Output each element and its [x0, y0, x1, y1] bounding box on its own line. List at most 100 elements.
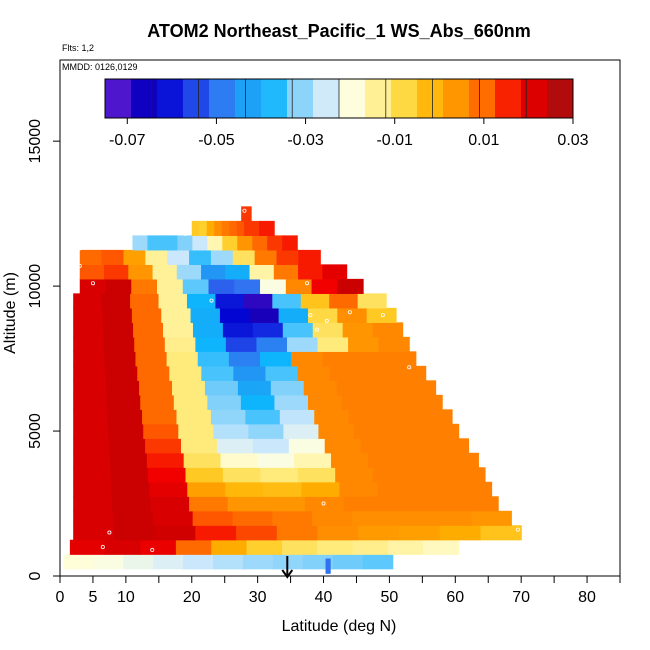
heatmap-cell — [104, 264, 129, 280]
heatmap-cell — [73, 496, 113, 512]
colorbar-ticks: -0.07 -0.05 -0.03 -0.01 0.01 0.03 — [109, 118, 589, 149]
heatmap-cell — [207, 235, 223, 251]
heatmap-cell — [251, 220, 260, 236]
heatmap-cell — [234, 278, 261, 294]
heatmap-cell — [276, 249, 299, 265]
heatmap-cell — [73, 307, 104, 323]
heatmap-cell — [208, 278, 235, 294]
heatmap-cell — [222, 467, 261, 483]
y-tick-label: 0 — [27, 571, 44, 580]
x-tick-label: 10 — [117, 589, 135, 606]
heatmap-cell — [420, 496, 461, 512]
heatmap-cell — [183, 554, 214, 570]
heatmap-cell — [197, 351, 230, 367]
heatmap-cell — [225, 336, 258, 352]
heatmap-cell — [225, 481, 264, 497]
heatmap-cell — [272, 293, 302, 309]
heatmap-cell — [73, 467, 112, 483]
heatmap-cell — [453, 481, 493, 497]
heatmap-cell — [393, 365, 427, 381]
heatmap-cell — [423, 423, 460, 439]
heatmap-cell — [278, 307, 309, 323]
heatmap-cell — [211, 539, 248, 555]
heatmap-cell — [348, 409, 384, 425]
heatmap-cell — [241, 206, 243, 222]
heatmap-cell — [311, 278, 338, 294]
heatmap-cell — [471, 510, 512, 526]
heatmap-cell — [229, 220, 238, 236]
heatmap-cell — [186, 293, 217, 309]
heatmap-cell — [135, 351, 168, 367]
heatmap-cell — [213, 423, 249, 439]
heatmap-cell — [242, 206, 245, 222]
heatmap-cell — [69, 539, 106, 555]
heatmap-cell — [105, 365, 138, 381]
heatmap-cell — [441, 452, 479, 468]
heatmap-cell — [152, 510, 194, 526]
heatmap-cell — [270, 380, 305, 396]
heatmap-cell — [335, 467, 374, 483]
heatmap-cell — [480, 525, 522, 541]
heatmap-cell — [123, 249, 146, 265]
sample-point — [183, 231, 188, 236]
heatmap-cell — [137, 365, 170, 381]
heatmap-cell — [201, 365, 234, 381]
x-tick-label: 40 — [315, 589, 333, 606]
heatmap-cell — [110, 452, 148, 468]
sample-point — [305, 281, 310, 286]
heatmap-cell — [352, 539, 389, 555]
colorbar-swatch — [209, 79, 236, 118]
heatmap-cell — [142, 409, 178, 425]
heatmap-cell — [132, 235, 149, 251]
heatmap-cell — [249, 264, 275, 280]
heatmap-cell — [246, 539, 283, 555]
colorbar-swatch — [157, 79, 184, 118]
heatmap-cell — [199, 220, 208, 236]
heatmap-cell — [73, 409, 109, 425]
heatmap-cell — [372, 467, 411, 483]
heatmap-cell — [266, 220, 275, 236]
heatmap-cell — [187, 481, 226, 497]
y-tick-label: 5000 — [27, 413, 44, 449]
heatmap-cell — [79, 249, 103, 265]
heatmap-cell — [281, 539, 318, 555]
heatmap-cell — [247, 206, 249, 222]
heatmap-cell — [146, 452, 185, 468]
heatmap-cell — [312, 510, 353, 526]
flights-note: Flts: 1,2 — [62, 43, 94, 53]
colorbar-frame — [104, 78, 574, 119]
heatmap-cell — [283, 423, 320, 439]
heatmap-cell — [153, 554, 184, 570]
heatmap-cell — [286, 336, 319, 352]
heatmap-cell — [73, 380, 107, 396]
heatmap-cell — [353, 423, 390, 439]
y-tick-label: 15000 — [27, 119, 44, 164]
heatmap-cell — [110, 467, 149, 483]
heatmap-cell — [360, 438, 398, 454]
heatmap-cell — [232, 249, 256, 265]
heatmap-cell — [157, 278, 184, 294]
heatmap-cell — [93, 554, 124, 570]
sample-point — [77, 246, 82, 251]
heatmap-cell — [172, 380, 206, 396]
x-tick-label: 70 — [512, 589, 530, 606]
heatmap-cell — [342, 322, 374, 338]
heatmap-cell — [259, 220, 268, 236]
heatmap-cell — [318, 423, 355, 439]
heatmap-cell — [73, 293, 103, 309]
heatmap-cell — [227, 496, 267, 512]
heatmap-cell — [298, 264, 323, 280]
heatmap-cell — [242, 206, 244, 222]
colorbar-swatch — [287, 79, 314, 118]
heatmap-cell — [332, 554, 364, 570]
heatmap-cell — [108, 423, 144, 439]
colorbar-swatch — [443, 79, 470, 118]
heatmap-cell — [301, 481, 340, 497]
heatmap-cell — [73, 423, 109, 439]
heatmap-cell — [150, 496, 190, 512]
heatmap-cell — [180, 438, 218, 454]
heatmap-cell — [282, 322, 314, 338]
heatmap-cell — [384, 351, 417, 367]
heatmap-cell — [252, 235, 268, 251]
heatmap-cell — [147, 235, 164, 251]
